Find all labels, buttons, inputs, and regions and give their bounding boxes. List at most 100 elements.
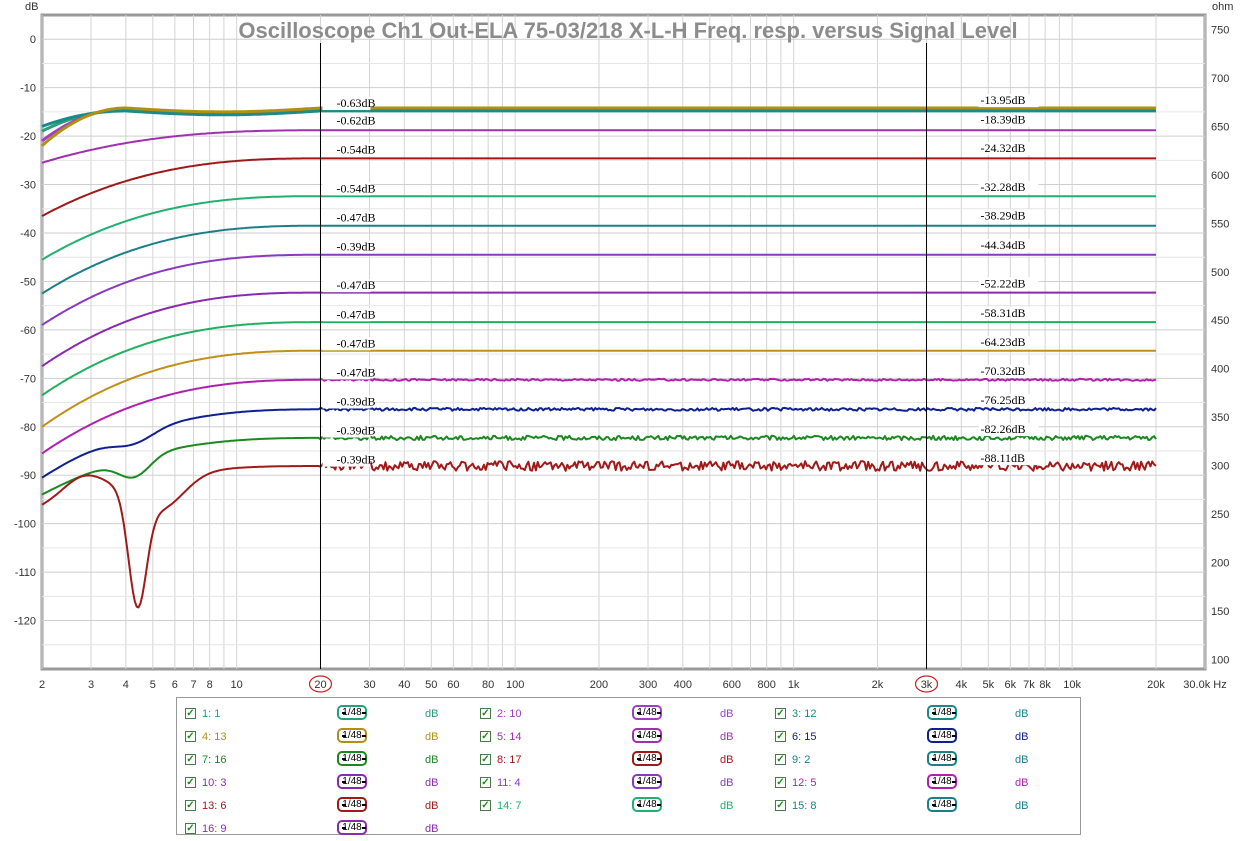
legend-checkbox[interactable]: ✓ (775, 708, 786, 719)
legend-unit: dB (720, 800, 734, 812)
series-line (41, 291, 1156, 368)
legend-checkbox[interactable]: ✓ (775, 777, 786, 788)
cursor-marker[interactable] (914, 675, 939, 693)
x-tick-label: 30.0k Hz (1183, 679, 1226, 691)
y-tick-label-right: 550 (1211, 218, 1229, 230)
value-label-bg (322, 366, 371, 380)
value-label-bg (322, 395, 371, 409)
legend-unit: dB (1015, 708, 1029, 720)
value-label-bg (978, 209, 1039, 223)
legend-checkbox[interactable]: ✓ (185, 708, 196, 719)
legend-entry: ✓ 9: 2 1/48 dB (775, 750, 1070, 772)
legend-checkbox[interactable]: ✓ (480, 708, 491, 719)
axes: 2 3 4 5 6 7 8 10 20 30 40 50 60 80 100 200 300 400 600 800 1… (14, 25, 1229, 691)
value-label-left: -0.39dB (336, 394, 375, 408)
legend-label: 14: 7 (497, 800, 522, 812)
legend-label: 11: 4 (497, 777, 521, 789)
legend-entry: ✓ 2: 10 1/48 dB (480, 704, 775, 726)
value-label-right: -52.22dB (981, 276, 1026, 290)
smoothing-button[interactable]: 1/48 (632, 797, 662, 812)
value-label-bg (978, 364, 1039, 378)
smoothing-button[interactable]: 1/48 (337, 728, 367, 743)
legend-unit: dB (720, 731, 734, 743)
legend-checkbox[interactable]: ✓ (480, 731, 491, 742)
chart-title: Oscilloscope Ch1 Out-ELA 75-03/218 X-L-H… (238, 18, 1017, 43)
legend-checkbox[interactable]: ✓ (775, 800, 786, 811)
smoothing-button[interactable]: 1/48 (337, 705, 367, 720)
legend-label: 4: 13 (202, 731, 227, 743)
value-label-left: -0.39dB (336, 239, 375, 253)
value-label-bg (978, 180, 1039, 194)
y-tick-label-right: 450 (1211, 315, 1229, 327)
y-tick-label-left: -70 (20, 373, 36, 385)
smoothing-button[interactable]: 1/48 (337, 774, 367, 789)
value-label-bg (978, 94, 1039, 108)
y-tick-label-left: -30 (20, 180, 36, 192)
legend-unit: dB (425, 708, 439, 720)
y-axis-label-right: ohm (1212, 1, 1233, 13)
series-line (41, 321, 1156, 397)
legend-checkbox[interactable]: ✓ (775, 754, 786, 765)
legend-checkbox[interactable]: ✓ (185, 823, 196, 834)
value-label-right: -64.23dB (981, 335, 1026, 349)
value-label-bg (322, 97, 371, 111)
value-label-right: -88.11dB (981, 451, 1026, 465)
smoothing-button[interactable]: 1/48 (337, 820, 367, 835)
x-tick-label: 2k (872, 679, 884, 691)
value-label-right: -38.29dB (981, 208, 1026, 222)
legend-label: 5: 14 (497, 731, 522, 743)
legend-unit: dB (1015, 731, 1029, 743)
smoothing-button[interactable]: 1/48 (927, 705, 957, 720)
legend-unit: dB (425, 823, 439, 835)
smoothing-button[interactable]: 1/48 (632, 705, 662, 720)
legend-checkbox[interactable]: ✓ (185, 731, 196, 742)
legend-entry: ✓ 6: 15 1/48 dB (775, 727, 1070, 749)
series-line (41, 109, 1156, 128)
frequency-response-chart: -0.63dB -13.95dB -0.62dB -18.39dB -0.54dB -24… (13, 1, 1234, 693)
legend-checkbox[interactable]: ✓ (775, 731, 786, 742)
legend-unit: dB (720, 754, 734, 766)
value-label-right: -70.32dB (981, 364, 1026, 378)
legend-label: 8: 17 (497, 754, 522, 766)
y-tick-label-left: -80 (20, 422, 36, 434)
smoothing-button[interactable]: 1/48 (632, 728, 662, 743)
legend-entry: ✓ 7: 16 1/48 dB (185, 750, 480, 772)
x-tick-label: 30 (363, 679, 375, 691)
y-tick-label-left: 0 (30, 34, 36, 46)
smoothing-button[interactable]: 1/48 (927, 728, 957, 743)
smoothing-button[interactable]: 1/48 (927, 774, 957, 789)
legend-checkbox[interactable]: ✓ (185, 754, 196, 765)
x-tick-label: 6 (172, 679, 178, 691)
legend-checkbox[interactable]: ✓ (480, 754, 491, 765)
x-tick-label: 50 (425, 679, 437, 691)
x-tick-label: 100 (506, 679, 524, 691)
legend-entry: ✓ 1: 1 1/48 dB (185, 704, 480, 726)
smoothing-button[interactable]: 1/48 (337, 797, 367, 812)
legend-checkbox[interactable]: ✓ (480, 800, 491, 811)
cursor-marker[interactable] (308, 675, 333, 693)
smoothing-button[interactable]: 1/48 (632, 774, 662, 789)
smoothing-button[interactable]: 1/48 (632, 751, 662, 766)
value-label-bg (322, 308, 371, 322)
x-tick-label: 200 (590, 679, 608, 691)
legend-checkbox[interactable]: ✓ (185, 800, 196, 811)
cursor-group[interactable] (308, 43, 939, 693)
y-tick-label-right: 150 (1211, 606, 1229, 618)
value-label-bg (978, 113, 1039, 127)
legend-checkbox[interactable]: ✓ (185, 777, 196, 788)
x-tick-label: 40 (398, 679, 410, 691)
y-tick-label-right: 500 (1211, 267, 1229, 279)
smoothing-button[interactable]: 1/48 (927, 751, 957, 766)
value-label-bg (322, 337, 371, 351)
value-label-bg (322, 211, 371, 225)
x-tick-label: 7k (1023, 679, 1035, 691)
smoothing-button[interactable]: 1/48 (927, 797, 957, 812)
legend-label: 6: 15 (792, 731, 817, 743)
x-tick-label: 5k (982, 679, 994, 691)
legend-entry: ✓ 4: 13 1/48 dB (185, 727, 480, 749)
value-label-bg (322, 279, 371, 293)
smoothing-button[interactable]: 1/48 (337, 751, 367, 766)
legend-checkbox[interactable]: ✓ (480, 777, 491, 788)
value-label-left: -0.47dB (336, 210, 375, 224)
value-label-left: -0.54dB (336, 181, 375, 195)
